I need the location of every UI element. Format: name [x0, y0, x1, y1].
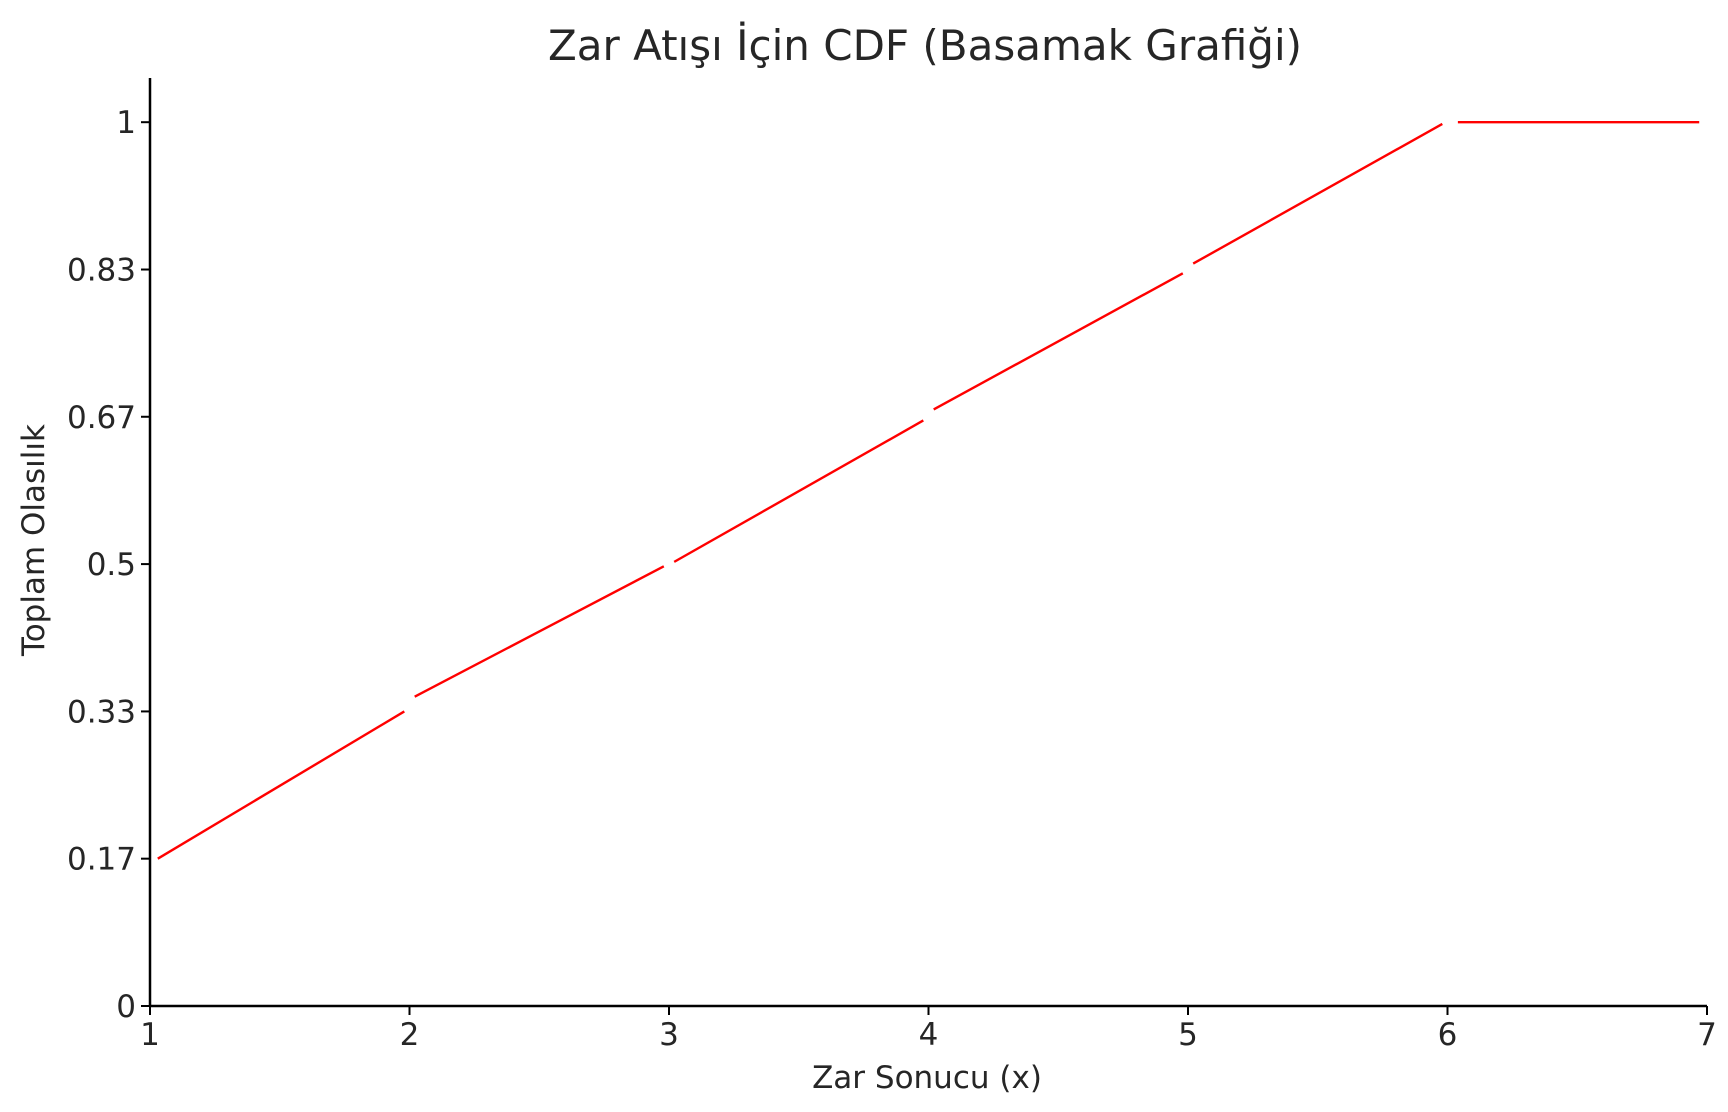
cdf-segment [414, 565, 665, 698]
chart-title: Zar Atışı İçin CDF (Basamak Grafiği) [548, 20, 1302, 70]
y-tick-label: 0.17 [67, 842, 136, 878]
x-axis-ticks: 1 2 3 4 5 6 7 [140, 1006, 1717, 1053]
y-tick-label: 0.67 [67, 400, 136, 436]
y-axis-ticks: 0 0.17 0.33 0.5 0.67 0.83 1 [67, 105, 150, 1025]
axes [148, 78, 1707, 1008]
cdf-segment [933, 272, 1184, 411]
y-tick-label: 0.33 [67, 694, 136, 730]
y-axis-label: Toplam Olasılık [16, 424, 52, 657]
x-tick-label: 2 [400, 1017, 420, 1053]
y-tick-label: 0 [116, 989, 136, 1025]
y-tick-label: 0.5 [87, 547, 136, 583]
cdf-segment [673, 419, 924, 563]
cdf-segment [1192, 122, 1443, 265]
cdf-segment [157, 710, 405, 860]
y-tick-label: 0.83 [67, 253, 136, 289]
x-tick-label: 5 [1178, 1017, 1198, 1053]
x-tick-label: 7 [1697, 1017, 1717, 1053]
x-tick-label: 4 [919, 1017, 939, 1053]
plot-area [157, 120, 1700, 860]
y-tick-label: 1 [116, 105, 136, 141]
x-tick-label: 1 [140, 1017, 160, 1053]
x-tick-label: 6 [1438, 1017, 1458, 1053]
x-tick-label: 3 [659, 1017, 679, 1053]
x-axis-label: Zar Sonucu (x) [812, 1060, 1042, 1096]
